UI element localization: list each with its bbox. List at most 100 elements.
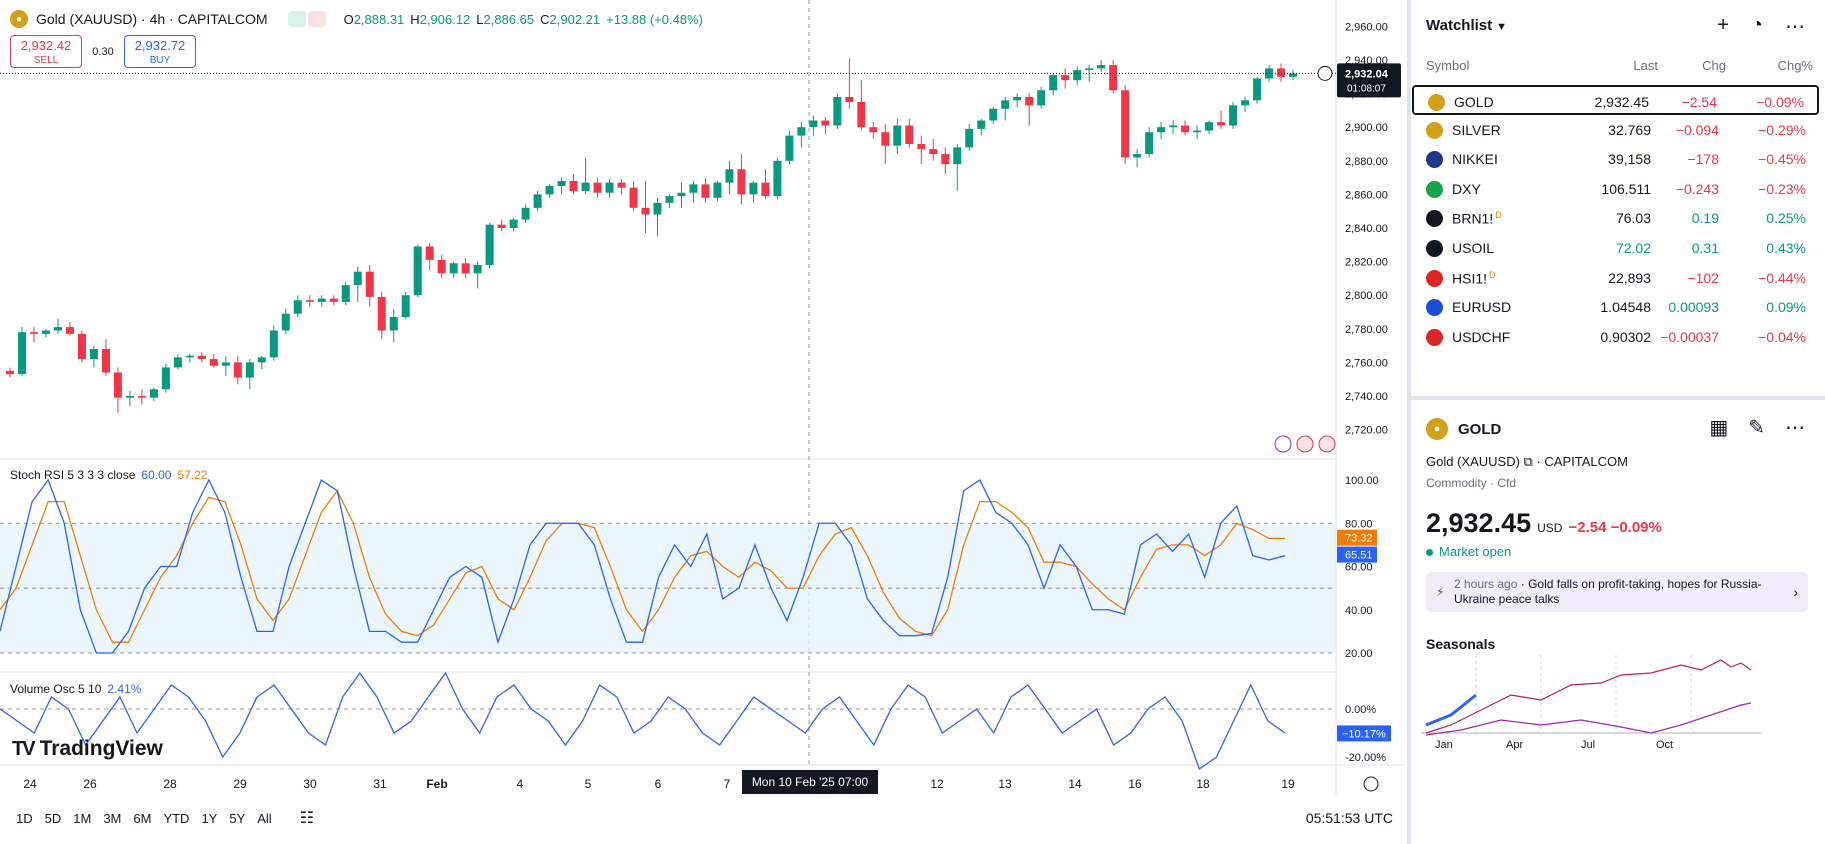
candle-body	[281, 313, 290, 331]
watchlist-row-eurusd[interactable]: EURUSD 1.04548 0.00093 0.09%	[1412, 292, 1819, 322]
candle-body	[809, 120, 818, 128]
timeframe-1m[interactable]: 1M	[73, 810, 92, 826]
candle-body	[785, 135, 794, 161]
buy-button[interactable]: 2,932.72 BUY	[124, 35, 196, 68]
symbol-title[interactable]: Gold (XAUUSD) · 4h · CAPITALCOM	[36, 11, 268, 27]
gold-icon: ●	[10, 10, 28, 28]
chart-canvas[interactable]: 2,960.002,940.002,920.002,900.002,880.00…	[0, 0, 1405, 798]
volume-osc-legend[interactable]: Volume Osc 5 10 2.41%	[10, 682, 142, 696]
volume-osc-line	[0, 671, 1286, 771]
clock-utc[interactable]: 05:51:53 UTC	[1305, 810, 1393, 826]
chevron-down-icon: ▼	[1496, 21, 1508, 33]
bottom-toolbar: 1D 5D 1M 3M 6M YTD 1Y 5Y All ☷ 05:51:53 …	[0, 800, 1405, 836]
candle-body	[725, 169, 734, 183]
candle-body	[1085, 68, 1094, 71]
col-chgp[interactable]: Chg%	[1777, 58, 1813, 73]
row-chgp: 0.43%	[1766, 240, 1806, 256]
candle-body	[1253, 78, 1262, 101]
col-last[interactable]: Last	[1633, 58, 1658, 73]
candle-body	[221, 362, 230, 366]
timeframe-5y[interactable]: 5Y	[229, 810, 246, 826]
timeframe-3m[interactable]: 3M	[103, 810, 122, 826]
$-icon	[1426, 180, 1443, 198]
225-icon	[1426, 151, 1443, 169]
timeframe-1d[interactable]: 1D	[16, 810, 33, 826]
details-name[interactable]: Gold (XAUUSD) ⧉ · CAPITALCOM	[1426, 454, 1628, 469]
price-tick-label: 2,960.00	[1345, 21, 1388, 33]
ohlc-values: O2,888.31 H2,906.12 L2,886.65 C2,902.21 …	[344, 12, 703, 27]
timeframe-all[interactable]: All	[257, 810, 272, 826]
watchlist-row-brn1[interactable]: BRN1! D 76.03 0.19 0.25%	[1412, 203, 1819, 233]
calendar-goto-icon[interactable]: ☷	[299, 810, 315, 827]
candle-body	[401, 295, 410, 318]
row-chg: 0.31	[1691, 240, 1719, 256]
market-open-icon[interactable]	[287, 11, 306, 27]
stoch-rsi-legend[interactable]: Stoch RSI 5 3 3 3 close 60.00 57.22	[10, 468, 208, 482]
status-pills[interactable]	[287, 11, 326, 27]
more-icon[interactable]: ⋯	[1785, 417, 1805, 439]
watchlist-row-usoil[interactable]: USOIL 72.02 0.31 0.43%	[1412, 233, 1819, 263]
row-chg: 0.19	[1691, 210, 1719, 227]
seasonals-title[interactable]: Seasonals	[1426, 636, 1496, 652]
timeframe-1y[interactable]: 1Y	[201, 810, 218, 826]
row-last: 32.769	[1608, 121, 1651, 138]
silver-icon	[1426, 121, 1443, 139]
advanced-view-icon[interactable]: ◔	[1750, 14, 1763, 36]
col-symbol[interactable]: Symbol	[1426, 58, 1470, 73]
candle-body	[269, 330, 278, 358]
tradingview-logo[interactable]: TV TradingView	[12, 737, 163, 760]
candle-body	[749, 182, 758, 195]
time-tick-label: 30	[303, 777, 317, 791]
grid-icon[interactable]: ▦	[1709, 417, 1729, 439]
row-chgp: −0.09%	[1756, 94, 1804, 110]
candle-body	[965, 128, 974, 148]
price-tick-label: 2,740.00	[1345, 391, 1388, 403]
seasonals-2025-line	[1425, 693, 1477, 727]
panel-divider[interactable]	[1411, 396, 1825, 400]
candle-body	[977, 120, 986, 129]
market-status[interactable]: Market open	[1426, 544, 1511, 559]
chevron-right-icon: ›	[1793, 584, 1798, 600]
timeframe-5d[interactable]: 5D	[44, 810, 62, 826]
price-chart[interactable]: 2,960.002,940.002,920.002,900.002,880.00…	[0, 0, 1405, 827]
watchlist-row-silver[interactable]: SILVER 32.769 −0.094 −0.29%	[1412, 115, 1819, 145]
external-link-icon: ⧉	[1523, 454, 1533, 469]
col-chg[interactable]: Chg	[1702, 58, 1726, 73]
candle-body	[65, 327, 74, 334]
add-symbol-icon[interactable]: +	[1717, 14, 1729, 36]
watchlist-row-dxy[interactable]: DXY 106.511 −0.243 −0.23%	[1412, 174, 1819, 204]
watchlist-row-usdchf[interactable]: USDCHF 0.90302 −0.00037 −0.04%	[1412, 322, 1819, 352]
news-item[interactable]: ⚡ 2 hours ago · Gold falls on profit-tak…	[1426, 572, 1808, 612]
watchlist-title[interactable]: Watchlist ▼	[1426, 17, 1508, 34]
edit-icon[interactable]: ✎	[1748, 417, 1765, 439]
candle-body	[17, 332, 26, 375]
vol-tick-label: -20.00%	[1345, 752, 1386, 764]
watchlist-row-hsi1[interactable]: HSI1! D 22,893 −102 −0.44%	[1412, 263, 1819, 293]
row-badge: D	[1495, 210, 1502, 221]
candle-body	[617, 182, 626, 188]
row-chgp: −0.23%	[1758, 180, 1806, 197]
sell-button[interactable]: 2,932.42 SELL	[10, 35, 82, 68]
watchlist-row-gold[interactable]: GOLD 2,932.45 −2.54 −0.09%	[1412, 85, 1819, 115]
row-chgp: 0.09%	[1766, 299, 1806, 316]
time-tick-label: 26	[83, 777, 97, 791]
more-icon[interactable]: ⋯	[1785, 16, 1805, 38]
delay-icon[interactable]	[307, 11, 326, 27]
candle-body	[605, 182, 614, 193]
gold-icon: ●	[1426, 418, 1448, 440]
timeframe-6m[interactable]: 6M	[133, 810, 152, 826]
settings-gear-icon	[1363, 776, 1379, 792]
row-symbol: DXY	[1452, 180, 1481, 197]
candle-body	[857, 102, 866, 128]
candle-body	[317, 298, 326, 302]
candle-body	[1193, 130, 1202, 133]
row-last: 22,893	[1608, 269, 1651, 286]
spread-value: 0.30	[92, 45, 114, 58]
timeframe-ytd[interactable]: YTD	[163, 810, 190, 826]
time-tick-label: 31	[373, 777, 387, 791]
watchlist-row-nikkei[interactable]: NIKKEI 39,158 −178 −0.45%	[1412, 144, 1819, 174]
seasonals-chart[interactable]: Jan Apr Jul Oct	[1421, 655, 1766, 750]
time-tick-label: 28	[163, 777, 177, 791]
candle-body	[365, 271, 374, 297]
seasonals-2023-line	[1425, 702, 1752, 736]
